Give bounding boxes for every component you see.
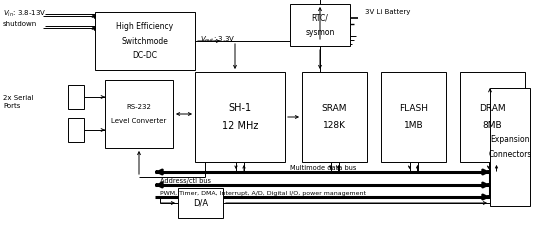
Text: DRAM: DRAM	[479, 104, 506, 113]
Text: DC-DC: DC-DC	[133, 51, 157, 60]
Text: Switchmode: Switchmode	[122, 37, 168, 45]
Text: SH-1: SH-1	[229, 103, 252, 113]
Text: $V_{in}$: 3.8-13V: $V_{in}$: 3.8-13V	[3, 9, 46, 19]
Bar	[105, 80, 173, 148]
Text: D/A: D/A	[193, 198, 208, 207]
Text: Address/ctl bus: Address/ctl bus	[160, 178, 211, 184]
Bar	[95, 12, 195, 70]
Bar	[178, 188, 223, 218]
Text: FLASH: FLASH	[399, 104, 428, 113]
Text: RS-232: RS-232	[126, 104, 151, 110]
Text: SRAM: SRAM	[322, 104, 348, 113]
Bar	[290, 4, 350, 46]
Bar	[68, 118, 84, 142]
Bar	[381, 72, 446, 162]
Text: Multimode data bus: Multimode data bus	[290, 165, 357, 171]
Bar	[490, 88, 530, 206]
Text: Connectors: Connectors	[488, 150, 532, 159]
Text: Expansion: Expansion	[490, 135, 530, 144]
Text: shutdown: shutdown	[3, 21, 37, 27]
Text: 12 MHz: 12 MHz	[222, 121, 258, 131]
Text: RTC/: RTC/	[312, 13, 328, 22]
Text: sysmon: sysmon	[305, 28, 335, 37]
Text: 128K: 128K	[323, 121, 346, 130]
Text: 1MB: 1MB	[403, 121, 423, 130]
Bar	[195, 72, 285, 162]
Text: 2x Serial
Ports: 2x Serial Ports	[3, 96, 34, 109]
Bar	[68, 85, 84, 109]
Bar	[460, 72, 525, 162]
Text: 3V Li Battery: 3V Li Battery	[365, 9, 410, 15]
Text: PWM, Timer, DMA, Interrupt, A/D, Digital I/O, power management: PWM, Timer, DMA, Interrupt, A/D, Digital…	[160, 190, 366, 195]
Text: High Efficiency: High Efficiency	[116, 22, 174, 31]
Text: $V_{out}$: 3.3V: $V_{out}$: 3.3V	[200, 35, 236, 45]
Text: 8MB: 8MB	[483, 121, 502, 130]
Bar	[302, 72, 367, 162]
Text: Level Converter: Level Converter	[111, 118, 167, 124]
